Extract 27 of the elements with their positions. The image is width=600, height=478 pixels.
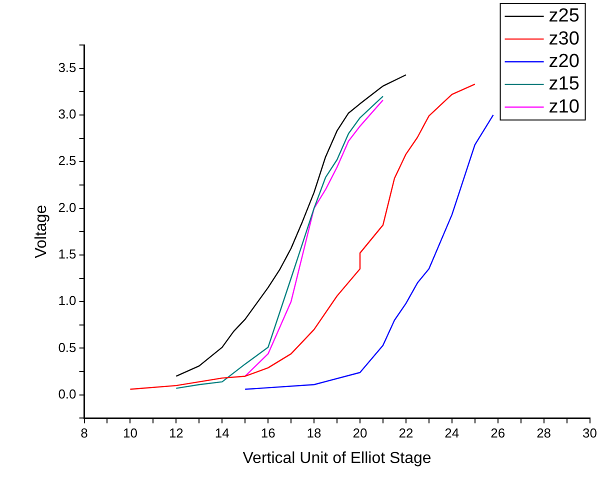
legend-label: z15: [548, 74, 580, 95]
x-tick-label: 22: [398, 426, 414, 441]
y-axis-title: Voltage: [33, 204, 50, 258]
x-tick-label: 24: [444, 426, 460, 441]
x-tick-label: 30: [582, 426, 598, 441]
x-tick-label: 18: [306, 426, 322, 441]
x-tick-label: 26: [490, 426, 506, 441]
x-tick-label: 10: [122, 426, 138, 441]
y-tick-label: 1.0: [58, 293, 76, 308]
y-tick-label: 0.0: [58, 386, 76, 402]
y-tick-label: 1.5: [58, 246, 76, 262]
x-tick-label: 28: [536, 426, 552, 441]
y-tick-label: 2.0: [58, 200, 76, 215]
x-tick-label: 16: [260, 426, 276, 441]
x-axis-title: Vertical Unit of Elliot Stage: [242, 450, 432, 467]
x-tick-label: 8: [80, 426, 88, 441]
legend-label: z20: [548, 50, 580, 72]
legend-label: z30: [548, 28, 580, 50]
y-tick-label: 3.0: [58, 106, 76, 122]
y-tick-label: 3.5: [58, 60, 76, 75]
x-tick-label: 12: [168, 426, 184, 441]
legend-label: z10: [548, 96, 580, 118]
legend-label: z25: [548, 6, 580, 27]
y-tick-label: 0.5: [58, 340, 76, 355]
x-tick-label: 20: [352, 426, 368, 441]
x-tick-label: 14: [214, 426, 230, 441]
y-tick-label: 2.5: [58, 153, 76, 168]
